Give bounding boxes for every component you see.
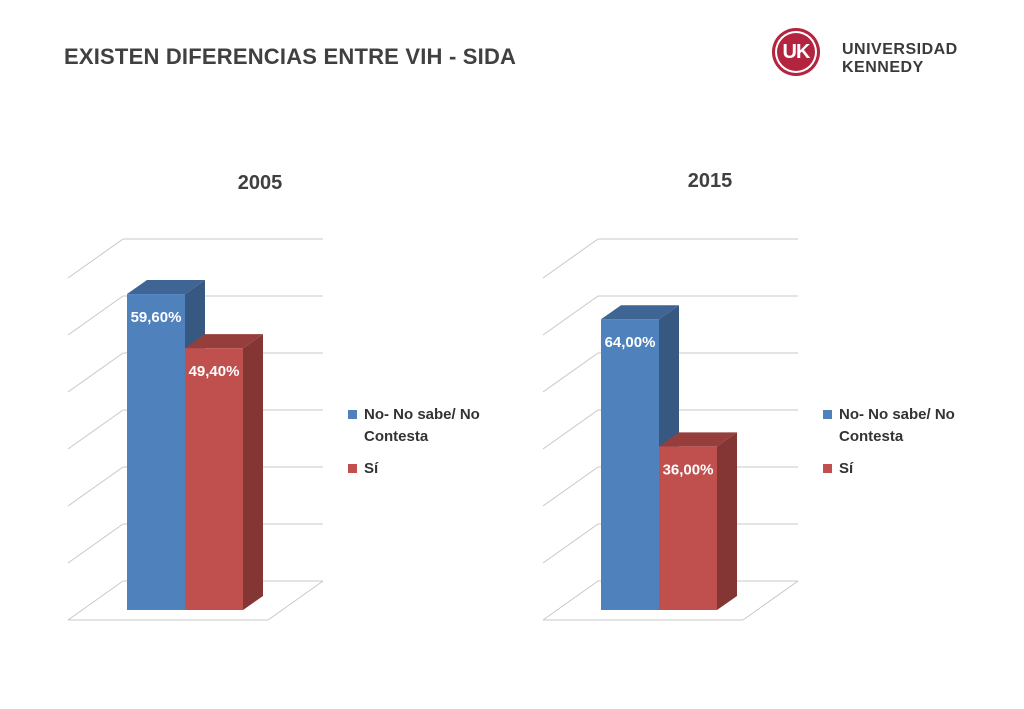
gridline [542, 352, 599, 393]
gridline [542, 295, 599, 336]
bar-si [659, 446, 717, 610]
gridline [67, 238, 124, 279]
gridline [542, 523, 599, 564]
data-label: 49,40% [189, 363, 240, 380]
chart-legend: No- No sabe/ No Contesta Sí [823, 404, 993, 490]
university-logo: UK UNIVERSIDAD KENNEDY [772, 28, 972, 88]
legend-swatch [348, 410, 357, 419]
gridline [542, 466, 599, 507]
legend-swatch [348, 464, 357, 473]
gridline [67, 523, 124, 564]
bar-top [185, 334, 263, 349]
bar-top [601, 305, 679, 320]
legend-item-no: No- No sabe/ No Contesta [823, 404, 993, 448]
legend-label: No- No sabe/ No Contesta [839, 406, 955, 445]
legend-swatch [823, 464, 832, 473]
data-label: 59,60% [131, 309, 182, 326]
page-title: EXISTEN DIFERENCIAS ENTRE VIH - SIDA [64, 44, 517, 69]
chart-title: 2015 [687, 170, 733, 192]
bar-no [127, 294, 185, 610]
gridline [542, 238, 599, 279]
bar-top [127, 280, 205, 295]
chart-2005: 2005 59,60% 49,40% No- No sabe/ No Contes… [0, 160, 480, 640]
chart-title: 2005 [237, 172, 283, 194]
legend-item-no: No- No sabe/ No Contesta [348, 404, 518, 448]
gridline [67, 466, 124, 507]
floor-edge [267, 580, 324, 621]
data-label: 36,00% [663, 461, 714, 478]
gridline [67, 352, 124, 393]
legend-swatch [823, 410, 832, 419]
chart-plot-area: 59,60% 49,40% [67, 238, 324, 621]
floor-edge [742, 580, 799, 621]
legend-label: Sí [364, 460, 379, 477]
bar-no [601, 319, 659, 610]
legend-label: No- No sabe/ No Contesta [364, 406, 480, 445]
legend-label: Sí [839, 460, 854, 477]
logo-badge-icon [772, 28, 820, 76]
bar-side [717, 432, 737, 610]
legend-item-si: Sí [348, 458, 518, 480]
gridline [67, 580, 124, 621]
logo-line-2: KENNEDY [842, 59, 924, 76]
chart-2015: 2015 64,00% 36,00% No- No sabe/ No Contes… [475, 160, 955, 640]
bar-top [659, 432, 737, 447]
chart-plot-area: 64,00% 36,00% [542, 238, 799, 621]
logo-mark: UK [782, 41, 811, 63]
bar-si [185, 348, 243, 610]
data-label: 64,00% [605, 334, 656, 351]
logo-line-1: UNIVERSIDAD [842, 41, 958, 58]
bar-side [243, 334, 263, 610]
gridline [67, 409, 124, 450]
gridline [542, 580, 599, 621]
gridline [542, 409, 599, 450]
chart-legend: No- No sabe/ No Contesta Sí [348, 404, 518, 490]
gridline [67, 295, 124, 336]
legend-item-si: Sí [823, 458, 993, 480]
